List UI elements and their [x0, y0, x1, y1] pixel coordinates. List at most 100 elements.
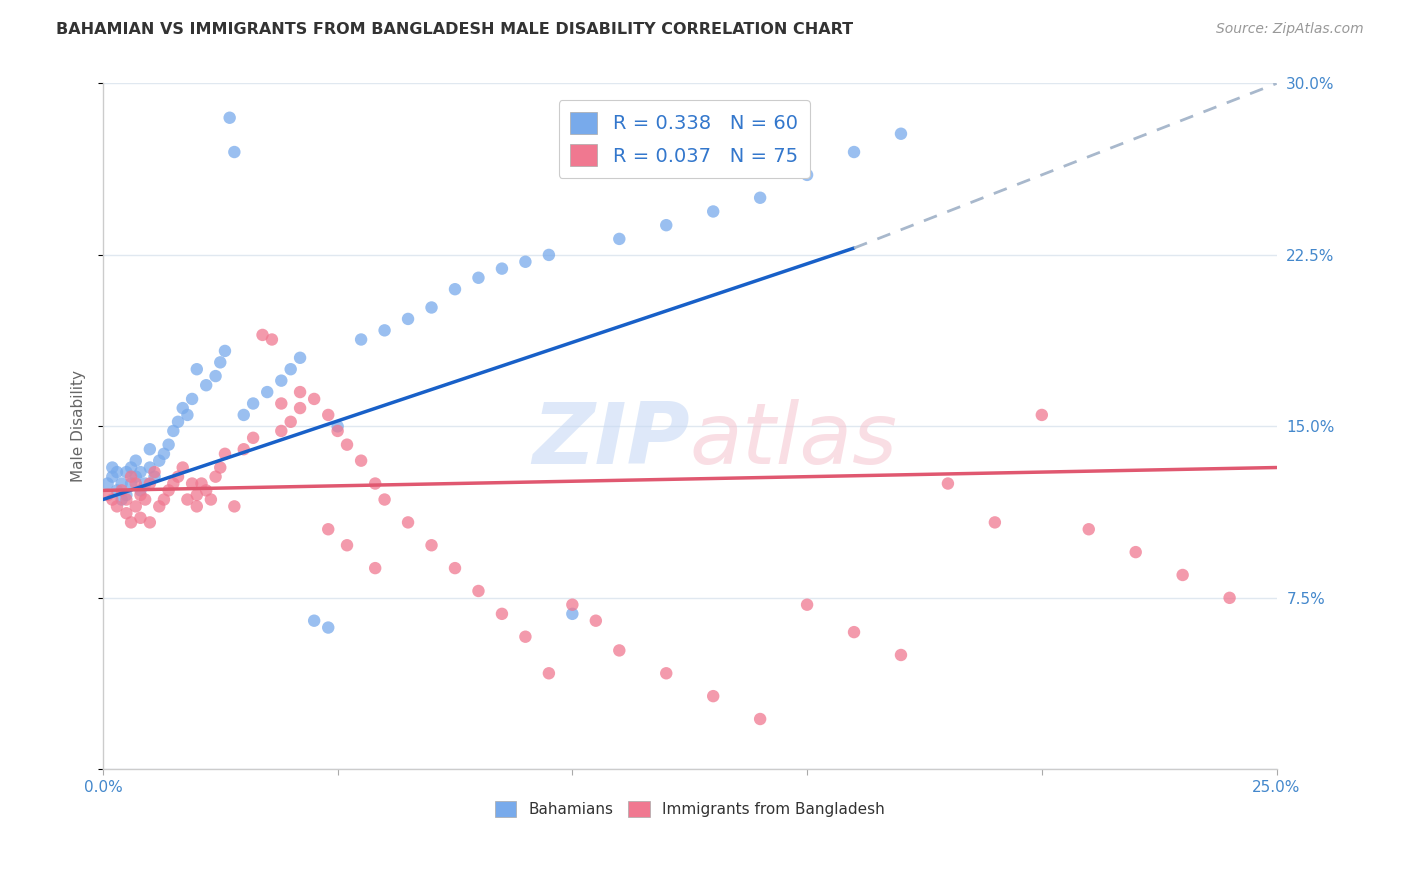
Point	[537, 666, 560, 681]
Point	[537, 248, 560, 262]
Point	[111, 476, 134, 491]
Point	[326, 419, 349, 434]
Point	[270, 396, 292, 410]
Point	[252, 327, 274, 342]
Point	[336, 437, 359, 451]
Point	[890, 648, 912, 662]
Point	[172, 401, 194, 415]
Point	[316, 621, 339, 635]
Point	[134, 476, 156, 491]
Point	[796, 598, 818, 612]
Point	[420, 301, 443, 315]
Point	[607, 643, 630, 657]
Point	[129, 483, 152, 498]
Point	[749, 191, 772, 205]
Point	[515, 254, 537, 268]
Point	[374, 492, 396, 507]
Point	[129, 465, 152, 479]
Point	[842, 625, 865, 640]
Point	[1077, 522, 1099, 536]
Point	[491, 607, 513, 621]
Point	[115, 492, 138, 507]
Point	[467, 270, 489, 285]
Point	[214, 447, 236, 461]
Legend: Bahamians, Immigrants from Bangladesh: Bahamians, Immigrants from Bangladesh	[488, 795, 891, 823]
Point	[224, 145, 246, 159]
Point	[157, 437, 180, 451]
Point	[115, 465, 138, 479]
Point	[143, 465, 166, 479]
Point	[1031, 408, 1053, 422]
Point	[270, 424, 292, 438]
Point	[936, 476, 959, 491]
Point	[288, 351, 311, 365]
Point	[120, 469, 142, 483]
Point	[302, 614, 325, 628]
Point	[176, 408, 198, 422]
Point	[984, 516, 1007, 530]
Point	[288, 385, 311, 400]
Point	[148, 500, 170, 514]
Point	[364, 476, 387, 491]
Point	[115, 488, 138, 502]
Point	[280, 415, 302, 429]
Point	[842, 145, 865, 159]
Point	[153, 492, 176, 507]
Point	[491, 261, 513, 276]
Point	[157, 483, 180, 498]
Point	[111, 483, 134, 498]
Point	[190, 476, 212, 491]
Point	[702, 689, 724, 703]
Point	[111, 492, 134, 507]
Point	[444, 282, 467, 296]
Point	[97, 488, 120, 502]
Point	[396, 312, 419, 326]
Point	[134, 492, 156, 507]
Point	[260, 333, 283, 347]
Point	[204, 469, 226, 483]
Point	[561, 607, 583, 621]
Point	[186, 500, 208, 514]
Point	[209, 355, 232, 369]
Point	[242, 396, 264, 410]
Point	[515, 630, 537, 644]
Point	[115, 506, 138, 520]
Point	[153, 447, 176, 461]
Point	[232, 408, 254, 422]
Point	[125, 469, 148, 483]
Point	[218, 111, 240, 125]
Point	[655, 666, 678, 681]
Y-axis label: Male Disability: Male Disability	[72, 370, 86, 483]
Point	[336, 538, 359, 552]
Point	[242, 431, 264, 445]
Point	[125, 476, 148, 491]
Point	[181, 392, 204, 406]
Point	[209, 460, 232, 475]
Point	[232, 442, 254, 457]
Point	[105, 483, 128, 498]
Point	[129, 488, 152, 502]
Point	[316, 522, 339, 536]
Point	[139, 476, 162, 491]
Text: Source: ZipAtlas.com: Source: ZipAtlas.com	[1216, 22, 1364, 37]
Point	[167, 469, 190, 483]
Point	[607, 232, 630, 246]
Point	[302, 392, 325, 406]
Point	[749, 712, 772, 726]
Point	[120, 476, 142, 491]
Point	[181, 476, 204, 491]
Point	[120, 516, 142, 530]
Point	[561, 598, 583, 612]
Point	[270, 374, 292, 388]
Point	[316, 408, 339, 422]
Point	[655, 218, 678, 232]
Point	[585, 614, 607, 628]
Point	[364, 561, 387, 575]
Point	[350, 453, 373, 467]
Point	[702, 204, 724, 219]
Point	[139, 516, 162, 530]
Point	[101, 492, 124, 507]
Point	[1171, 568, 1194, 582]
Point	[1125, 545, 1147, 559]
Point	[167, 415, 190, 429]
